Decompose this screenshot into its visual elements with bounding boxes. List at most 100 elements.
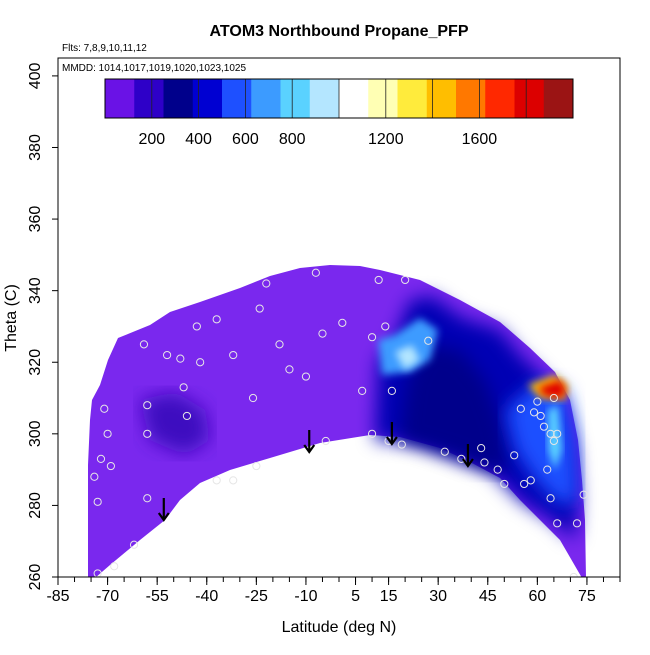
x-tick-label: 75 xyxy=(578,588,596,605)
observation-point xyxy=(526,476,535,485)
colorbar-swatch xyxy=(134,79,164,118)
colorbar-tick-label: 1600 xyxy=(462,131,498,148)
observation-point xyxy=(90,472,99,481)
colorbar-swatch xyxy=(192,79,223,118)
colorbar xyxy=(104,78,574,119)
observation-point xyxy=(179,383,188,392)
colorbar-swatch xyxy=(456,79,486,118)
colorbar-tick-label: 800 xyxy=(279,131,306,148)
observation-point xyxy=(546,494,555,503)
observation-point xyxy=(176,354,185,363)
x-tick-label: -40 xyxy=(195,588,218,605)
observation-point xyxy=(212,315,221,324)
field-hotspot-red xyxy=(538,380,566,398)
observation-point xyxy=(510,451,519,460)
colorbar-swatch xyxy=(339,79,369,118)
x-tick-label: -70 xyxy=(96,588,119,605)
observation-point xyxy=(212,476,221,485)
colorbar-swatch xyxy=(514,79,545,118)
observation-point xyxy=(397,440,406,449)
colorbar-frame xyxy=(104,78,574,119)
dates-subtitle: MMDD: 1014,1017,1019,1020,1023,1025 xyxy=(62,63,246,74)
observation-point xyxy=(477,444,486,453)
x-axis: -85 -70 -55 -40 -25 -10 5 15 30 45 60 75 xyxy=(46,577,621,605)
observation-point xyxy=(529,408,539,417)
observation-point xyxy=(311,268,320,277)
x-tick-label: -25 xyxy=(245,588,268,605)
field-northern-core xyxy=(400,345,510,470)
chart-title: ATOM3 Northbound Propane_PFP xyxy=(210,23,469,40)
observation-point xyxy=(553,519,562,528)
observation-point xyxy=(516,404,525,413)
colorbar-swatch xyxy=(397,79,428,118)
observation-point xyxy=(143,401,152,410)
observation-point xyxy=(338,318,347,327)
field-light-patch xyxy=(395,345,420,370)
observation-point xyxy=(533,397,542,406)
y-axis-label: Theta (C) xyxy=(3,284,20,352)
tropopause-arrow-head xyxy=(303,444,316,454)
observation-point xyxy=(536,411,545,421)
x-tick-label: 60 xyxy=(528,588,546,605)
colorbar-swatch xyxy=(251,79,281,118)
colorbar-swatch xyxy=(543,79,574,118)
colorbar-swatch xyxy=(485,79,515,118)
observation-point xyxy=(262,279,271,288)
observation-point xyxy=(457,454,466,463)
x-tick-label: 45 xyxy=(479,588,497,605)
colorbar-swatch xyxy=(222,79,252,118)
y-tick-label: 300 xyxy=(27,420,44,447)
field-southern-low xyxy=(140,392,210,455)
observation-point xyxy=(579,490,588,499)
observation-point xyxy=(93,497,102,506)
observation-point xyxy=(93,569,102,577)
observation-point xyxy=(248,393,258,403)
colorbar-tick-label: 1200 xyxy=(368,131,404,148)
observation-point xyxy=(569,572,578,577)
observation-point xyxy=(424,336,433,345)
observation-points xyxy=(90,268,588,577)
observation-point xyxy=(539,422,549,431)
colorbar-tick-label: 400 xyxy=(185,131,212,148)
observation-point xyxy=(162,350,172,360)
observation-point xyxy=(106,461,115,471)
observation-point xyxy=(196,358,205,367)
tropopause-arrow-head xyxy=(462,458,474,468)
colorbar-swatch xyxy=(163,79,194,118)
observation-point xyxy=(549,436,558,446)
field-layer xyxy=(88,265,588,577)
observation-point xyxy=(229,350,238,360)
y-tick-label: 260 xyxy=(27,564,44,591)
colorbar-tick-label: 200 xyxy=(138,131,165,148)
observation-point xyxy=(520,479,529,489)
observation-point xyxy=(374,275,383,285)
observation-point xyxy=(500,479,509,489)
colorbar-swatch xyxy=(426,79,457,118)
observation-point xyxy=(229,476,238,485)
y-tick-label: 280 xyxy=(27,492,44,519)
colorbar-swatch xyxy=(105,79,135,118)
x-axis-label: Latitude (deg N) xyxy=(282,619,397,636)
x-tick-label: -85 xyxy=(46,588,69,605)
colorbar-tick-label: 600 xyxy=(232,131,259,148)
x-tick-label: 5 xyxy=(351,588,360,605)
colorbar-swatch xyxy=(280,79,311,118)
observation-point xyxy=(358,386,367,395)
x-tick-label: 15 xyxy=(380,588,398,605)
observation-point xyxy=(493,465,502,474)
colorbar-swatch xyxy=(368,79,398,118)
observation-point xyxy=(110,562,119,571)
observation-point xyxy=(553,429,562,438)
observation-point xyxy=(549,393,558,403)
observation-point xyxy=(367,429,377,438)
colorbar-ticks: 200 400 600 800 1200 1600 xyxy=(138,131,497,148)
observation-point xyxy=(96,454,106,463)
field-subtropical-patch xyxy=(378,318,438,375)
observation-point xyxy=(572,519,582,528)
observation-point xyxy=(546,429,555,438)
y-tick-label: 400 xyxy=(27,62,44,89)
observation-point xyxy=(285,365,294,374)
observation-point xyxy=(321,436,330,446)
observation-point xyxy=(252,461,261,471)
